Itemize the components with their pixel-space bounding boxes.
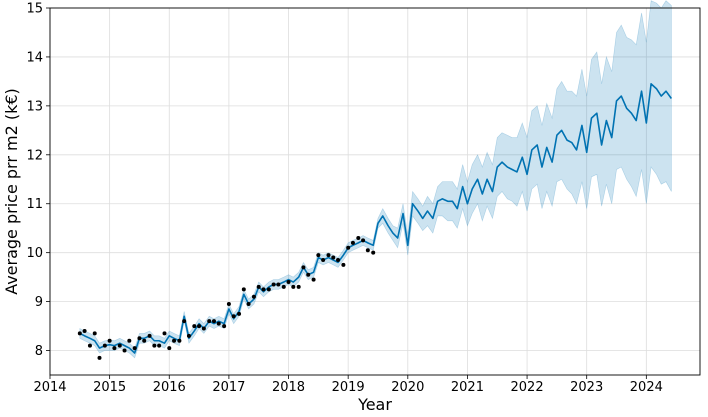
plot-frame [49, 7, 701, 376]
observed-point [237, 311, 242, 316]
x-tick-label: 2017 [212, 380, 245, 395]
observed-point [152, 343, 157, 348]
observed-point [286, 280, 291, 285]
y-tick-label: 10 [26, 246, 43, 261]
observed-point [336, 258, 341, 263]
observed-point [216, 321, 221, 326]
observed-point [246, 302, 251, 307]
observed-point [137, 336, 142, 341]
x-tick-label: 2014 [33, 380, 66, 395]
observed-point [271, 282, 276, 287]
y-tick-label: 13 [26, 99, 43, 114]
observed-point [192, 324, 197, 329]
x-tick-label: 2018 [272, 380, 305, 395]
observed-point [82, 328, 87, 333]
observed-point [132, 346, 137, 351]
observed-point [182, 319, 187, 324]
observed-point [87, 343, 92, 348]
observed-point [256, 284, 261, 289]
observed-point [92, 331, 97, 336]
observed-point [326, 253, 331, 258]
y-tick-label: 15 [26, 2, 43, 17]
x-tick-label: 2019 [332, 380, 365, 395]
observed-point [142, 338, 147, 343]
x-tick-label: 2016 [153, 380, 186, 395]
y-tick-label: 9 [35, 295, 43, 310]
observed-point [112, 346, 117, 351]
observed-point [261, 287, 266, 292]
observed-point [177, 338, 182, 343]
x-tick-label: 2023 [570, 380, 603, 395]
y-axis-ticks: 8 9 10 11 12 13 14 15 [26, 2, 50, 359]
observed-point [371, 250, 376, 255]
x-tick-label: 2022 [511, 380, 544, 395]
observed-point [162, 331, 167, 336]
observed-point [117, 343, 122, 348]
observed-point [276, 282, 281, 287]
y-tick-label: 11 [26, 197, 43, 212]
y-tick-label: 12 [26, 148, 43, 163]
x-axis-label: Year [357, 395, 392, 414]
observed-point [241, 287, 246, 292]
observed-point [172, 338, 177, 343]
y-tick-label: 8 [35, 344, 43, 359]
observed-point [365, 248, 370, 253]
observed-point [350, 240, 355, 245]
observed-point [102, 343, 107, 348]
observed-point [207, 319, 212, 324]
observed-point [346, 245, 351, 250]
observed-point [231, 314, 236, 319]
uncertainty-band-group [79, 0, 672, 359]
observed-point [281, 284, 286, 289]
y-tick-label: 14 [26, 50, 43, 65]
observed-point [311, 277, 316, 282]
observed-point [361, 238, 366, 243]
observed-point [107, 338, 112, 343]
observed-point [167, 346, 172, 351]
observed-point [127, 338, 132, 343]
observed-point [157, 343, 162, 348]
observed-point [201, 326, 206, 331]
observed-point [316, 253, 321, 258]
observed-point [197, 324, 202, 329]
observed-point [291, 284, 296, 289]
observed-point [122, 348, 127, 353]
observed-point [226, 302, 231, 307]
observed-points-group [77, 235, 376, 360]
observed-point [97, 355, 102, 360]
x-tick-label: 2024 [630, 380, 663, 395]
observed-point [251, 294, 256, 299]
observed-point [341, 262, 346, 267]
observed-point [321, 258, 326, 263]
observed-point [296, 284, 301, 289]
observed-point [301, 265, 306, 270]
uncertainty-band [79, 0, 672, 359]
observed-point [147, 333, 152, 338]
y-axis-label: Average price prr m2 (k€) [2, 88, 21, 295]
observed-point [266, 287, 271, 292]
observed-point [306, 272, 311, 277]
observed-point [222, 324, 227, 329]
observed-point [211, 319, 216, 324]
x-tick-label: 2021 [451, 380, 484, 395]
x-tick-label: 2015 [93, 380, 126, 395]
observed-point [331, 255, 336, 260]
observed-point [77, 331, 82, 336]
observed-point [356, 235, 361, 240]
observed-point [186, 333, 191, 338]
x-tick-label: 2020 [391, 380, 424, 395]
x-axis-ticks: 2014 2015 2016 2017 2018 2019 2020 2021 2022 2023… [33, 375, 663, 395]
